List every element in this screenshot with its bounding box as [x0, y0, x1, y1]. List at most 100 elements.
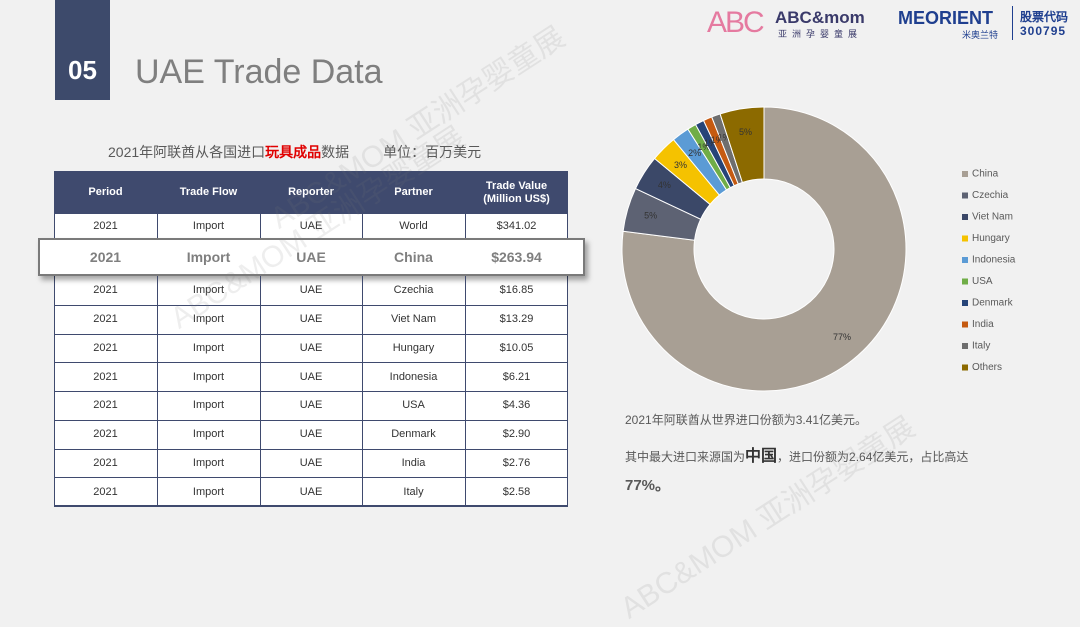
- table-cell: $263.94: [491, 249, 542, 265]
- legend-swatch: [962, 343, 968, 349]
- table-cell: Import: [192, 399, 225, 412]
- number-block: [55, 0, 110, 100]
- logo-abc: ABC: [707, 6, 765, 39]
- col-line: [260, 362, 261, 391]
- table-cell: Denmark: [391, 428, 436, 441]
- note-emphasis: 77%。: [625, 477, 671, 494]
- logo-divider: [1012, 6, 1013, 40]
- subtitle-unit: 单位：百万美元: [383, 144, 482, 160]
- table-cell: Import: [192, 220, 225, 232]
- row-line: [54, 362, 568, 364]
- table-cell: 2021: [93, 341, 118, 354]
- table-cell: $4.36: [502, 399, 531, 412]
- col-line: [157, 276, 158, 305]
- row-line: [54, 304, 568, 306]
- data-label: 1%: [697, 142, 710, 152]
- legend-label: Hungary: [972, 233, 1010, 244]
- data-label: 3%: [674, 160, 687, 170]
- table-cell: $10.05: [499, 341, 534, 354]
- table-cell: $16.85: [499, 284, 534, 297]
- table-cell: $2.76: [502, 456, 531, 469]
- table-cell: India: [401, 456, 426, 469]
- row-line: [54, 391, 568, 392]
- subtitle-highlight: 玩具成品: [265, 144, 322, 160]
- table-cell: Italy: [403, 485, 424, 498]
- table-cell: UAE: [299, 370, 323, 383]
- highlight-row: [38, 238, 585, 276]
- table-cell: Indonesia: [389, 370, 438, 383]
- stock-code: 300795: [1020, 24, 1067, 38]
- legend-label: India: [972, 319, 994, 330]
- table-cell: 2021: [93, 313, 118, 326]
- legend-label: Others: [972, 362, 1002, 373]
- note-emphasis: 中国: [745, 448, 778, 465]
- col-line: [362, 276, 363, 305]
- table-cell: Viet Nam: [390, 313, 437, 326]
- table-cell: 2021: [93, 485, 118, 498]
- col-line: [260, 333, 261, 363]
- col-line: [465, 362, 466, 391]
- legend-label: USA: [972, 276, 993, 287]
- note-text: ，进口份额为2.64亿美元，占比高达: [777, 450, 969, 464]
- donut-slice: [719, 106, 765, 184]
- col-line: [157, 362, 158, 391]
- table-cell: UAE: [299, 313, 323, 326]
- stock-label: 股票代码: [1020, 10, 1069, 24]
- table-cell: UAE: [299, 428, 323, 441]
- column-header: Reporter: [288, 186, 334, 198]
- logo-meorient-sub: 米奥兰特: [962, 30, 999, 40]
- table-cell: $6.21: [502, 370, 531, 383]
- col-line: [465, 419, 466, 449]
- subtitle-text: 2021年阿联酋从各国进口: [108, 144, 266, 160]
- legend-label: Indonesia: [972, 255, 1016, 266]
- table-cell: Import: [192, 485, 225, 498]
- slide-number: 05: [68, 55, 97, 85]
- col-line: [362, 214, 363, 238]
- table-cell: $341.02: [496, 220, 537, 232]
- table-cell: UAE: [299, 456, 323, 469]
- data-label: 5%: [739, 127, 752, 137]
- col-line: [157, 333, 158, 363]
- col-line: [465, 276, 466, 305]
- col-line: [157, 214, 158, 238]
- table-cell: USA: [402, 399, 425, 412]
- table-cell: Import: [192, 370, 225, 383]
- table-cell: Import: [192, 456, 225, 469]
- col-line: [362, 391, 363, 420]
- table-cell: UAE: [299, 485, 323, 498]
- table-cell: $13.29: [499, 313, 534, 326]
- table-cell: 2021: [93, 220, 118, 232]
- table-cell: $2.58: [502, 485, 531, 498]
- note: 其中最大进口来源国为中国，进口份额为2.64亿美元，占比高达: [625, 442, 968, 466]
- col-line: [260, 419, 261, 449]
- table-cell: 2021: [93, 284, 118, 297]
- row-line: [54, 477, 568, 479]
- data-label: 1%: [718, 132, 731, 142]
- row-line: [54, 448, 568, 450]
- slide: 05 UAE Trade Data ABC ABC&mom 亚洲孕婴童展 MEO…: [38, 0, 1069, 625]
- row-line: [54, 333, 568, 335]
- table-cell: Hungary: [392, 341, 435, 354]
- logo-meorient: MEORIENT: [898, 8, 994, 28]
- col-line: [260, 477, 261, 506]
- col-line: [260, 391, 261, 420]
- watermark: ABC&MOM 亚洲孕婴童展: [614, 410, 921, 626]
- col-line: [157, 448, 158, 478]
- table-cell: 2021: [89, 249, 122, 265]
- table-cell: UAE: [299, 399, 323, 412]
- col-line: [157, 419, 158, 449]
- table-cell: UAE: [296, 249, 326, 265]
- legend-swatch: [962, 278, 968, 285]
- legend-swatch: [962, 321, 968, 328]
- legend-swatch: [962, 257, 968, 263]
- logo-abcmom-sub: 亚洲孕婴童展: [778, 29, 863, 39]
- column-header: Period: [88, 186, 123, 198]
- table-cell: 2021: [93, 456, 118, 469]
- legend-label: Czechia: [972, 190, 1009, 201]
- table-body: [54, 171, 568, 506]
- row-line: [54, 419, 568, 421]
- col-line: [260, 304, 261, 334]
- data-label: 1%: [711, 135, 724, 145]
- note: 2021年阿联酋从世界进口份额为3.41亿美元。: [625, 413, 868, 427]
- legend-swatch: [962, 214, 968, 220]
